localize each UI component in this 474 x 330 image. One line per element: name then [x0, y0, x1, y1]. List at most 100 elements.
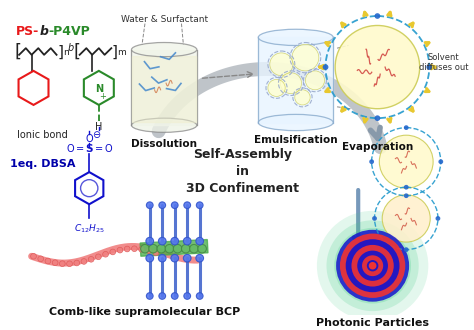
- Circle shape: [196, 293, 203, 299]
- Circle shape: [141, 245, 149, 253]
- Circle shape: [52, 260, 58, 266]
- Circle shape: [38, 256, 44, 262]
- Circle shape: [172, 293, 178, 299]
- Text: O: O: [66, 145, 74, 154]
- Text: =: =: [75, 145, 84, 154]
- Circle shape: [146, 248, 152, 253]
- Circle shape: [95, 254, 101, 260]
- Circle shape: [362, 255, 383, 276]
- Circle shape: [268, 80, 285, 96]
- Text: $C_{12}H_{25}$: $C_{12}H_{25}$: [74, 222, 105, 235]
- Text: [: [: [14, 43, 21, 61]
- Text: [: [: [74, 43, 81, 61]
- Circle shape: [159, 202, 165, 209]
- Text: S: S: [85, 145, 93, 154]
- Ellipse shape: [258, 29, 333, 46]
- Text: PS-: PS-: [16, 25, 39, 38]
- Circle shape: [159, 293, 165, 299]
- Circle shape: [74, 260, 80, 266]
- Text: ]: ]: [111, 45, 118, 59]
- Circle shape: [404, 247, 409, 252]
- Text: diffuses out: diffuses out: [419, 63, 468, 72]
- Bar: [140, 240, 208, 256]
- Circle shape: [184, 293, 191, 299]
- Text: N: N: [95, 84, 103, 94]
- Circle shape: [146, 254, 154, 262]
- Circle shape: [404, 125, 409, 130]
- Text: H: H: [95, 122, 102, 132]
- Text: m: m: [117, 48, 126, 57]
- Text: Self-Assembly
in
3D Confinement: Self-Assembly in 3D Confinement: [186, 148, 300, 195]
- Circle shape: [323, 64, 328, 70]
- Circle shape: [352, 245, 394, 286]
- Text: O: O: [105, 145, 112, 154]
- Text: Dissolution: Dissolution: [131, 139, 197, 149]
- Ellipse shape: [131, 43, 197, 57]
- Circle shape: [270, 53, 293, 76]
- Circle shape: [436, 216, 440, 221]
- Text: =: =: [95, 145, 103, 154]
- Circle shape: [88, 256, 94, 262]
- Text: Solvent: Solvent: [428, 53, 459, 62]
- Circle shape: [374, 115, 380, 121]
- Text: Evaporation: Evaporation: [342, 142, 413, 152]
- Text: O: O: [85, 134, 93, 144]
- Text: Water & Surfactant: Water & Surfactant: [120, 15, 208, 24]
- Circle shape: [182, 245, 190, 253]
- Circle shape: [171, 237, 179, 245]
- Circle shape: [183, 254, 191, 262]
- Ellipse shape: [131, 118, 197, 132]
- Circle shape: [372, 216, 377, 221]
- Circle shape: [45, 258, 51, 264]
- Circle shape: [438, 159, 443, 164]
- Circle shape: [173, 245, 182, 253]
- Circle shape: [184, 202, 191, 209]
- Circle shape: [281, 73, 301, 94]
- Text: Emulsification: Emulsification: [254, 135, 337, 145]
- Circle shape: [427, 64, 432, 70]
- Bar: [131, 50, 197, 125]
- Circle shape: [149, 245, 157, 253]
- Circle shape: [295, 90, 310, 105]
- Circle shape: [404, 193, 409, 198]
- Circle shape: [158, 254, 166, 262]
- Circle shape: [81, 259, 87, 264]
- Circle shape: [367, 260, 378, 271]
- Circle shape: [335, 25, 419, 109]
- Circle shape: [110, 249, 116, 255]
- Circle shape: [103, 251, 109, 257]
- Circle shape: [31, 253, 36, 259]
- Circle shape: [158, 237, 166, 245]
- Circle shape: [153, 250, 159, 255]
- Circle shape: [190, 245, 198, 253]
- Text: n: n: [64, 48, 69, 57]
- Circle shape: [404, 185, 409, 190]
- Circle shape: [67, 261, 73, 267]
- Circle shape: [357, 250, 388, 281]
- Circle shape: [369, 159, 374, 164]
- Circle shape: [165, 245, 174, 253]
- Ellipse shape: [258, 115, 333, 131]
- Circle shape: [146, 202, 153, 209]
- Circle shape: [334, 228, 411, 304]
- Text: Comb-like supramolecular BCP: Comb-like supramolecular BCP: [49, 307, 241, 317]
- Circle shape: [59, 261, 65, 267]
- Circle shape: [374, 13, 380, 19]
- Circle shape: [157, 245, 165, 253]
- Circle shape: [346, 239, 400, 292]
- Circle shape: [196, 237, 203, 245]
- Circle shape: [146, 237, 154, 245]
- Circle shape: [146, 293, 153, 299]
- Circle shape: [305, 71, 325, 90]
- Bar: [258, 37, 333, 122]
- Text: ⊖: ⊖: [92, 130, 100, 140]
- Circle shape: [131, 246, 137, 251]
- Circle shape: [327, 220, 419, 311]
- Circle shape: [196, 202, 203, 209]
- Circle shape: [196, 254, 203, 262]
- Text: b: b: [39, 25, 48, 38]
- Text: -P4VP: -P4VP: [48, 25, 90, 38]
- Text: ]: ]: [57, 45, 64, 59]
- Circle shape: [117, 247, 123, 253]
- Circle shape: [317, 211, 428, 320]
